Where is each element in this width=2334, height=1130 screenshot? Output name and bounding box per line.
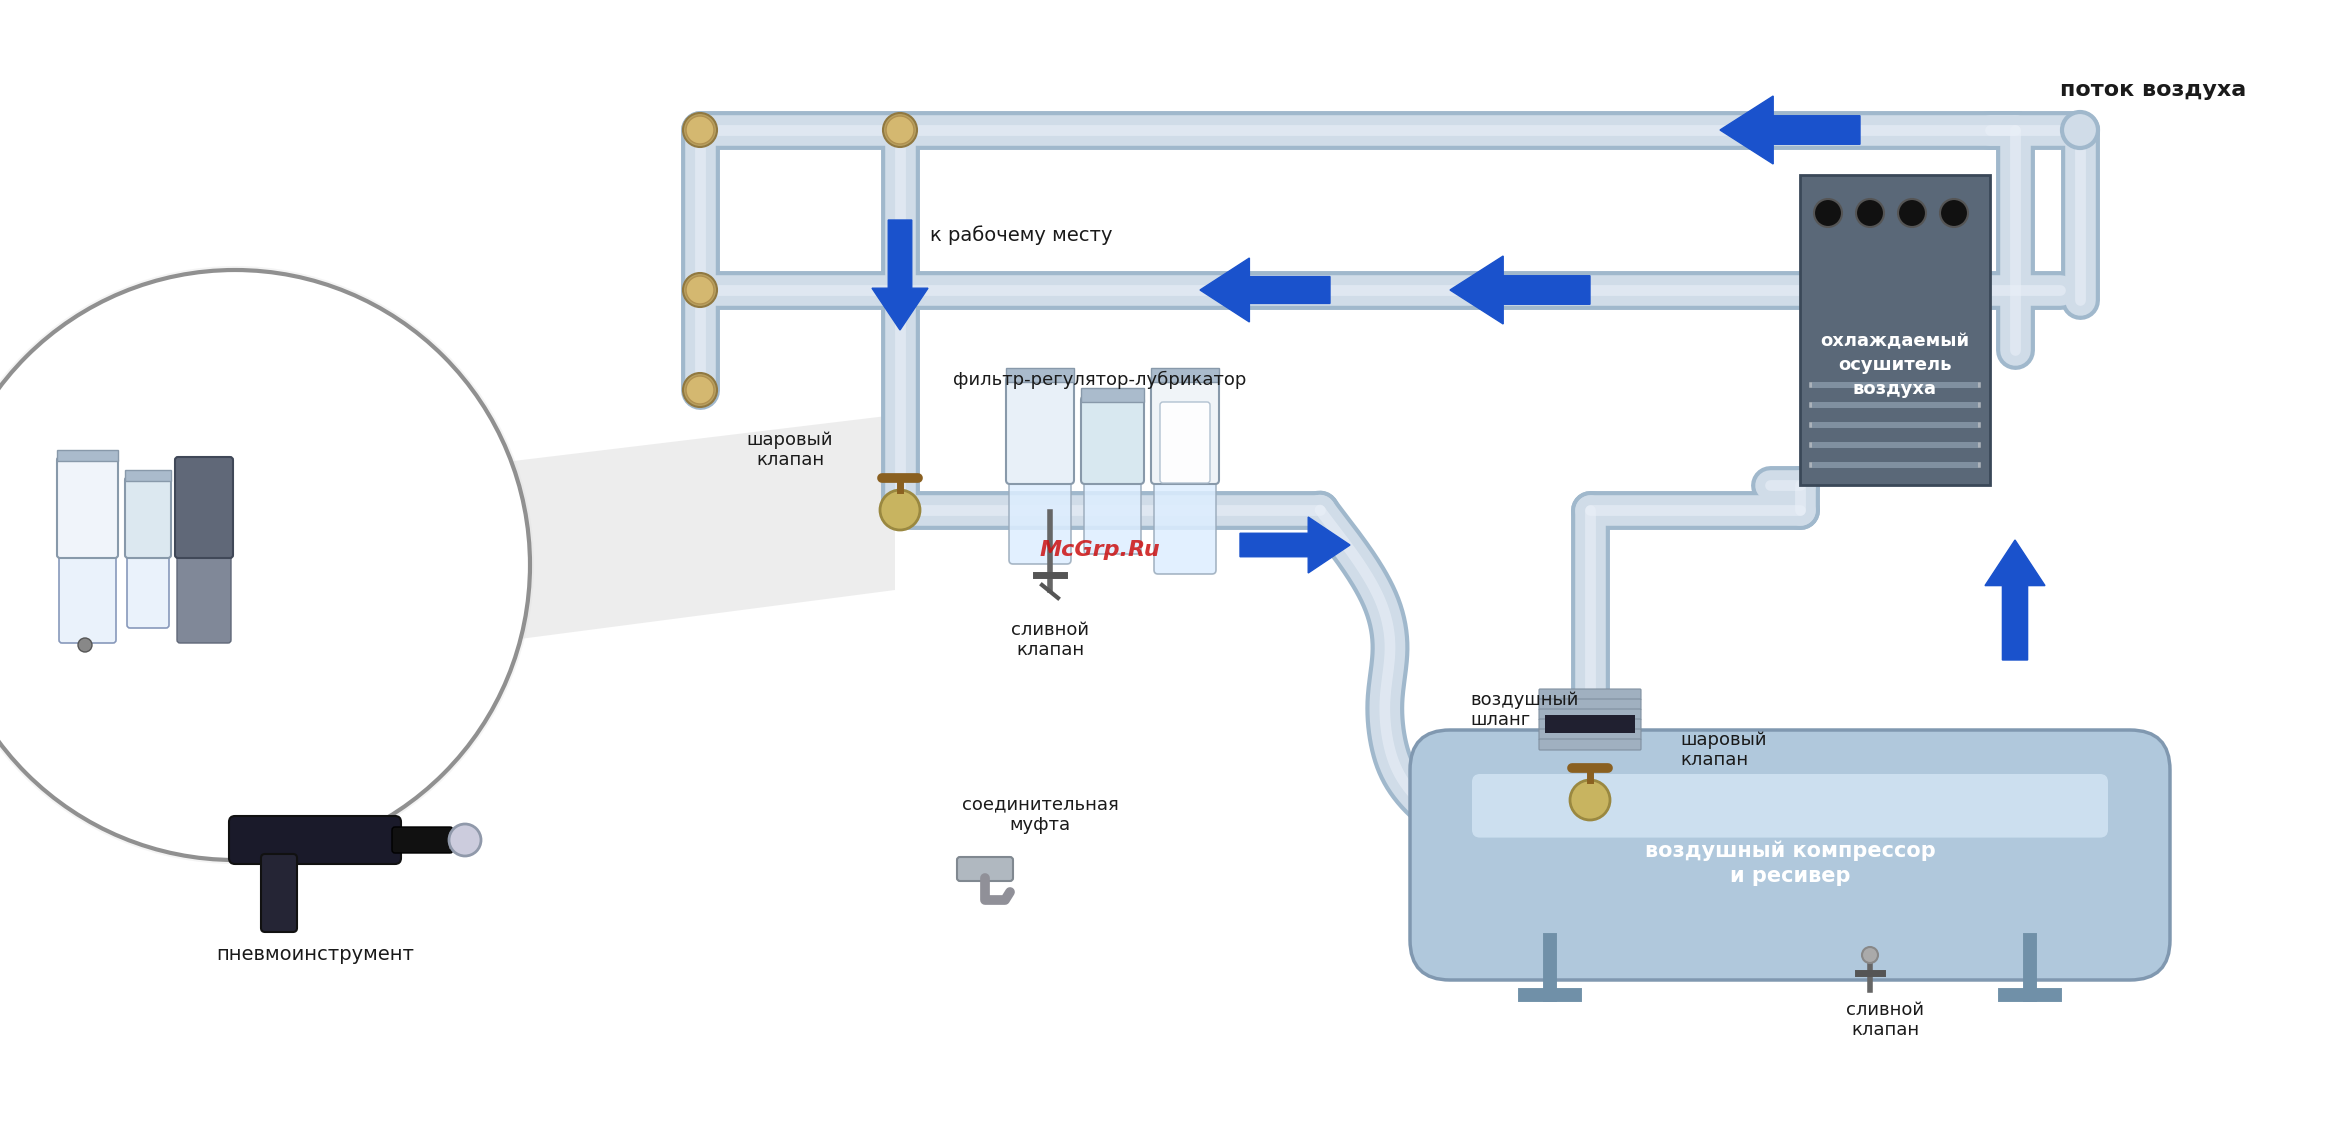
FancyBboxPatch shape — [229, 816, 401, 864]
Bar — [1811, 382, 1977, 388]
Polygon shape — [397, 415, 894, 655]
Circle shape — [2061, 112, 2098, 148]
FancyBboxPatch shape — [1538, 729, 1641, 740]
FancyBboxPatch shape — [175, 457, 233, 558]
Circle shape — [686, 116, 714, 144]
FancyBboxPatch shape — [1410, 730, 2171, 980]
FancyBboxPatch shape — [1538, 719, 1641, 730]
Text: шаровый
клапан: шаровый клапан — [1680, 731, 1767, 770]
Text: сливной
клапан: сливной клапан — [1846, 1000, 1923, 1040]
Circle shape — [684, 113, 717, 147]
FancyBboxPatch shape — [56, 457, 119, 558]
Polygon shape — [1720, 96, 1860, 164]
Circle shape — [686, 376, 714, 405]
FancyBboxPatch shape — [1538, 709, 1641, 720]
Text: пневмоинструмент: пневмоинструмент — [217, 946, 413, 965]
Polygon shape — [1449, 257, 1589, 324]
Bar — [1006, 368, 1074, 382]
Text: сливной
клапан: сливной клапан — [1011, 620, 1090, 660]
Polygon shape — [873, 220, 929, 330]
Text: фильтр-регулятор-лубрикатор: фильтр-регулятор-лубрикатор — [952, 371, 1246, 389]
Circle shape — [1856, 199, 1884, 227]
Bar — [1800, 175, 1991, 485]
Text: к рабочему месту: к рабочему месту — [929, 225, 1113, 245]
Circle shape — [684, 373, 717, 407]
Text: охлаждаемый
осушитель
воздуха: охлаждаемый осушитель воздуха — [1821, 332, 1970, 398]
Polygon shape — [1239, 518, 1349, 573]
Bar — [1811, 462, 1977, 468]
FancyBboxPatch shape — [1153, 476, 1216, 574]
Bar — [56, 450, 119, 461]
Bar — [1151, 368, 1218, 382]
FancyBboxPatch shape — [957, 857, 1013, 881]
Polygon shape — [1984, 540, 2045, 660]
Circle shape — [686, 276, 714, 304]
Bar — [1811, 442, 1977, 447]
FancyBboxPatch shape — [1081, 396, 1144, 484]
Text: поток воздуха: поток воздуха — [2061, 80, 2245, 99]
Circle shape — [1940, 199, 1968, 227]
FancyBboxPatch shape — [58, 551, 117, 643]
FancyBboxPatch shape — [1538, 699, 1641, 710]
Circle shape — [880, 490, 920, 530]
Bar — [1545, 715, 1636, 733]
Bar — [1811, 402, 1977, 408]
Text: соединительная
муфта: соединительная муфта — [962, 796, 1118, 834]
Circle shape — [684, 273, 717, 307]
Polygon shape — [1200, 258, 1330, 322]
Circle shape — [0, 266, 534, 864]
Text: воздушный компрессор
и ресивер: воздушный компрессор и ресивер — [1645, 841, 1935, 886]
Circle shape — [1571, 780, 1610, 820]
Text: воздушный
шланг: воздушный шланг — [1470, 690, 1578, 729]
Circle shape — [1863, 947, 1879, 963]
FancyBboxPatch shape — [1538, 689, 1641, 699]
Bar — [1081, 388, 1144, 402]
FancyBboxPatch shape — [1083, 476, 1141, 554]
Bar — [1811, 421, 1977, 428]
FancyBboxPatch shape — [392, 827, 453, 853]
FancyBboxPatch shape — [1538, 739, 1641, 750]
FancyBboxPatch shape — [177, 551, 231, 643]
Bar — [126, 470, 170, 481]
FancyBboxPatch shape — [1160, 402, 1209, 483]
FancyBboxPatch shape — [1006, 376, 1074, 484]
FancyBboxPatch shape — [1473, 774, 2108, 837]
FancyBboxPatch shape — [261, 854, 296, 932]
Circle shape — [1898, 199, 1926, 227]
Text: шаровый
клапан: шаровый клапан — [747, 431, 833, 469]
FancyBboxPatch shape — [1008, 476, 1071, 564]
Circle shape — [77, 638, 91, 652]
FancyBboxPatch shape — [126, 551, 168, 628]
Circle shape — [887, 116, 915, 144]
Circle shape — [882, 113, 917, 147]
Circle shape — [1814, 199, 1842, 227]
FancyBboxPatch shape — [126, 477, 170, 558]
FancyBboxPatch shape — [1151, 376, 1218, 484]
Circle shape — [448, 824, 481, 857]
Circle shape — [0, 270, 530, 860]
Text: McGrp.Ru: McGrp.Ru — [1039, 540, 1160, 560]
